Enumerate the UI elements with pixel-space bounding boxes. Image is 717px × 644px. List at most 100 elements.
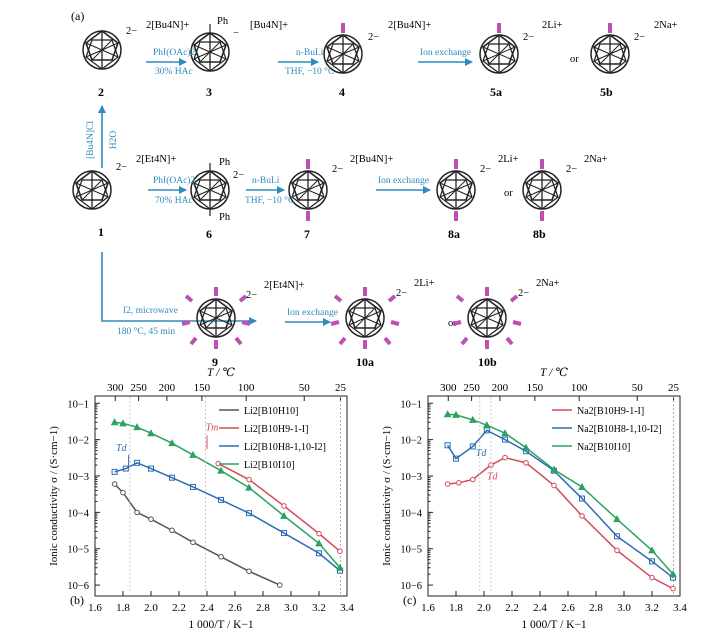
data-point [337,548,343,555]
data-point [217,466,225,474]
counter-ion-label: 2[Et4N]+ [264,280,304,291]
y-tick-label: 10−1 [67,399,89,410]
series-line [114,483,281,586]
iodine-icon [540,159,544,169]
compound-4: 2− 2[Bu4N]+ 4 [323,20,431,99]
data-point [670,585,676,592]
data-point [614,547,620,554]
cage-icon [196,298,236,338]
x-tick-label: 3.4 [673,602,687,614]
data-point [169,527,175,534]
data-point [190,483,196,490]
data-point [502,436,508,443]
x-tick-label: 3.0 [284,602,298,614]
data-point [281,530,287,537]
y-tick-label: 10−4 [67,508,89,519]
x-tick-label: 3.2 [645,602,659,614]
cage-icon [436,170,476,210]
legend-label: Na2[B10I10] [577,442,630,453]
top-tick-label: 150 [194,382,211,394]
x-tick-label: 2.2 [505,602,519,614]
y-tick-label: 10−5 [400,545,422,556]
x-tick-label: 3.0 [617,602,631,614]
compound-number: 8a [448,227,460,241]
series-line [447,413,674,575]
y-tick-label: 10−4 [400,508,422,519]
cage-icon [72,170,112,210]
legend-label: Na2[B10H8-1,10-I2] [577,424,662,435]
data-point [551,482,557,489]
condition-label: Ion exchange [420,48,471,58]
data-point [669,570,677,578]
condition-label: I2, microwave [123,306,178,316]
x-tick-label: 2.8 [589,602,603,614]
compound-number: 3 [206,85,212,99]
data-point [443,410,452,418]
legend-label: Li2[B10H10] [244,406,298,417]
data-point [470,476,476,483]
y-tick-label: 10−5 [67,545,89,556]
top-tick-label: 50 [299,382,311,394]
charge-label: 2− [396,288,407,299]
condition-label: Ion exchange [378,176,429,186]
cage-icon [467,298,507,338]
data-point [148,516,154,522]
reaction-arrow-up: [Bu4N]Cl H2O [86,105,119,168]
data-point [456,480,462,486]
cage-icon [522,170,562,210]
condition-label: n-BuLi [296,48,324,58]
compound-8b: 2− 2Na+ 8b [522,154,607,241]
x-axis-label: 1 000/T / K−1 [188,619,254,631]
x-tick-label: 2.0 [144,602,158,614]
x-tick-label: 2.8 [256,602,270,614]
reaction-arrow-4: PhI(OAc)2 70% HAc [148,175,195,206]
data-point [315,539,323,547]
compound-number: 9 [212,355,218,369]
top-tick-label: 250 [130,382,147,394]
data-point [245,483,253,491]
compound-3: Ph − [Bu4N]+ 3 [190,16,288,99]
annotation-td: Td [116,443,128,454]
x-tick-label: 1.6 [88,602,102,614]
x-tick-label: 2.4 [533,602,547,614]
top-axis-label: T / ℃ [540,367,568,379]
data-point [522,443,530,451]
y-tick-label: 10−1 [400,399,422,410]
substituent-label: Ph [219,212,231,223]
top-tick-label: 300 [107,382,124,394]
reaction-arrow-2: n-BuLi THF, −10 °C [278,48,334,77]
compound-number: 5a [490,85,502,99]
compound-1: 2− 2[Et4N]+ 1 [72,154,176,239]
panel-label: (c) [403,593,416,607]
charge-label: 2− [233,170,244,181]
y-tick-label: 10−3 [67,472,89,483]
top-tick-label: 50 [632,382,644,394]
x-tick-label: 1.8 [449,602,463,614]
x-tick-label: 2.6 [228,602,242,614]
data-point [316,550,322,557]
counter-ion-label: [Bu4N]+ [250,20,288,31]
data-point [280,511,288,519]
data-point [613,515,621,523]
data-point [189,450,197,458]
data-point [649,574,655,581]
data-point [134,459,140,466]
charge-label: 2− [518,288,529,299]
counter-ion-label: 2[Et4N]+ [136,154,176,165]
series-line [446,429,674,579]
annotation-tm: Tm [206,422,219,433]
x-tick-label: 1.6 [421,602,435,614]
condition-label: THF, −10 °C [245,195,294,206]
iodine-icon [306,159,310,169]
counter-ion-label: 2[Bu4N]+ [146,20,189,31]
data-point [119,419,127,427]
data-point [453,455,459,462]
charge-label: 2− [126,26,137,37]
y-axis-label: Ionic conductivity σ / (S·cm−1) [381,426,393,566]
substituent-label: Ph [219,157,231,168]
data-point [218,553,224,560]
condition-label: 70% HAc [155,196,193,206]
data-point [550,465,558,473]
compound-number: 10a [356,355,374,369]
condition-label: PhI(OAc)2 [153,175,195,186]
